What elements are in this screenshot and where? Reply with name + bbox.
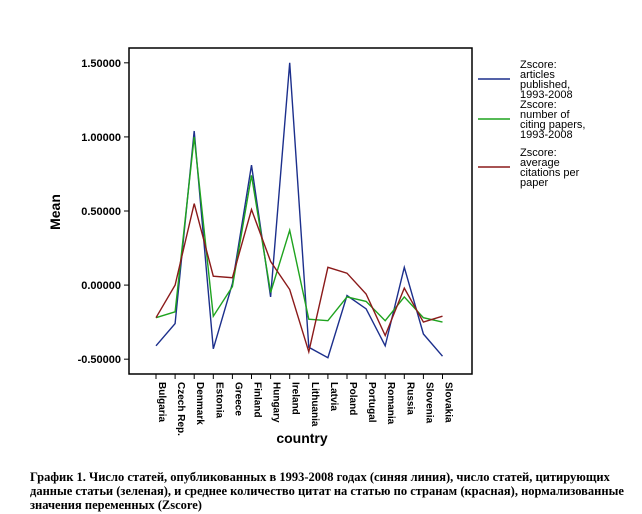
x-tick-label: Bulgaria: [156, 382, 167, 422]
y-tick-label: 1.00000: [81, 132, 121, 144]
legend-label: articles: [520, 69, 555, 81]
legend-label: citing papers,: [520, 119, 585, 131]
x-tick-label: Hungary: [271, 382, 282, 423]
series-layer: [155, 62, 444, 359]
x-tick-label: Romania: [385, 382, 396, 425]
x-tick-label: Lithuania: [309, 382, 320, 427]
x-tick-label: Finland: [252, 382, 263, 418]
y-tick-label: 0.50000: [81, 206, 121, 218]
legend-label: paper: [520, 177, 548, 189]
series-line-2: [155, 136, 443, 323]
x-axis: Bulgaria Czech Rep. Denmark Estonia Greece Fi…: [155, 374, 454, 436]
figure-caption: График 1. Число статей, опубликованных в…: [30, 470, 624, 512]
x-tick-label: Denmark: [194, 382, 205, 425]
x-tick-label: Latvia: [328, 382, 339, 411]
y-tick-label: 1.50000: [81, 58, 121, 70]
legend-label: Zscore:: [520, 147, 557, 159]
x-tick-label: Poland: [347, 382, 358, 415]
legend-label: average: [520, 157, 560, 169]
legend-label: Zscore:: [520, 99, 557, 111]
line-chart: 1.50000 1.00000 0.50000 0.00000 -0.50000 Bul…: [47, 47, 585, 446]
x-tick-label: Russia: [404, 382, 415, 415]
y-axis-title: Mean: [47, 194, 63, 230]
x-tick-label: Greece: [232, 382, 243, 416]
y-tick-label: 0.00000: [81, 280, 121, 292]
x-axis-title: country: [276, 430, 328, 446]
x-tick-label: Ireland: [290, 382, 301, 415]
legend-label: citations per: [520, 167, 580, 179]
legend-label: Zscore:: [520, 59, 557, 71]
x-tick-label: Slovakia: [443, 382, 454, 423]
x-tick-label: Slovenia: [423, 382, 434, 424]
legend-label: published,: [520, 79, 570, 91]
x-tick-label: Czech Rep.: [175, 382, 186, 436]
y-axis: 1.50000 1.00000 0.50000 0.00000 -0.50000: [78, 58, 129, 366]
legend-label: 1993-2008: [520, 89, 573, 101]
y-tick-label: -0.50000: [78, 354, 121, 366]
legend-label: 1993-2008: [520, 129, 573, 141]
x-tick-label: Portugal: [366, 382, 377, 423]
legend: Zscore:articlespublished,1993-2008Zscore…: [478, 59, 585, 189]
series-line-1: [155, 62, 444, 359]
x-tick-label: Estonia: [213, 382, 224, 419]
legend-label: number of: [520, 109, 570, 121]
series-line-3: [155, 203, 443, 355]
